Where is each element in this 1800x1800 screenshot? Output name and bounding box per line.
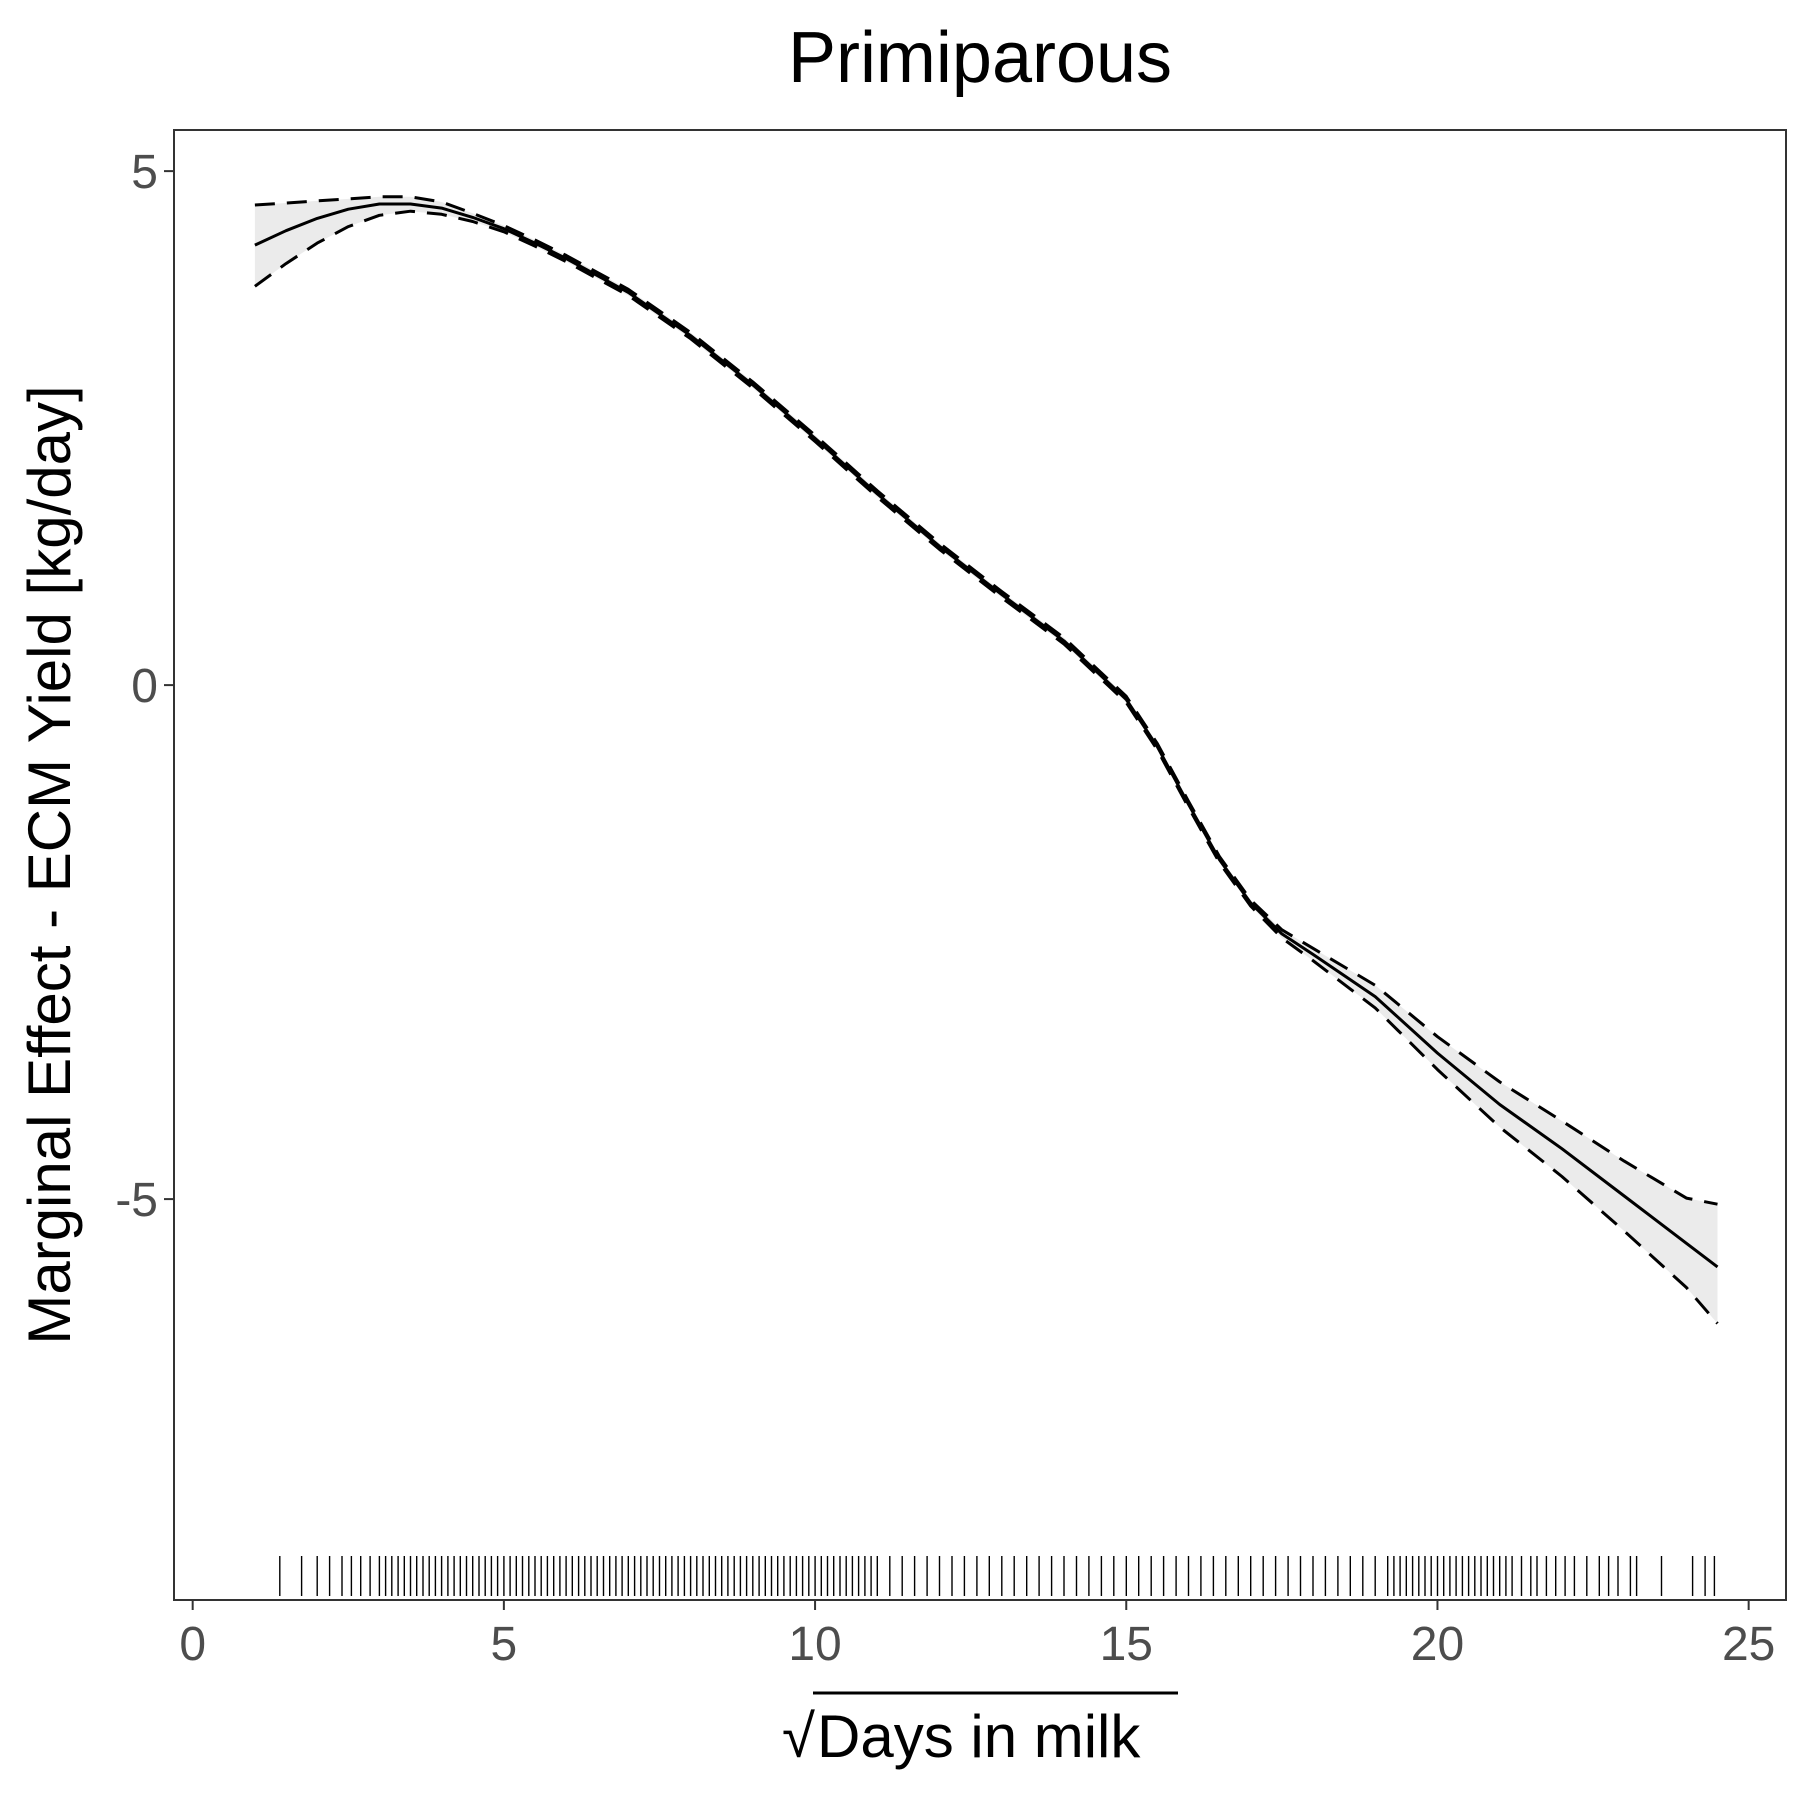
x-axis-title: √ Days in milk (782, 1691, 1178, 1770)
y-tick-label: 5 (131, 146, 158, 199)
upper-bound-line (254, 195, 1718, 1206)
estimate-line (254, 202, 1719, 1269)
lower-bound-line (254, 209, 1719, 1325)
x-axis: 0 5 10 15 20 25 (179, 1600, 1775, 1671)
plot-panel-border (173, 129, 1787, 1601)
y-axis-title: Marginal Effect - ECM Yield [kg/day] (16, 385, 83, 1344)
x-axis-title-radical: √ (782, 1703, 815, 1770)
chart-title: Primiparous (788, 18, 1172, 98)
x-tick-label: 20 (1411, 1618, 1464, 1671)
y-tick-label: 0 (131, 660, 158, 713)
rug-layer (279, 1556, 1716, 1596)
x-tick-label: 15 (1100, 1618, 1153, 1671)
x-tick-label: 0 (179, 1618, 206, 1671)
series-layer (254, 195, 1719, 1325)
x-tick-label: 25 (1722, 1618, 1775, 1671)
x-tick-label: 5 (491, 1618, 518, 1671)
x-tick-label: 10 (788, 1618, 841, 1671)
y-axis: -5 0 5 (115, 146, 174, 1227)
y-tick-label: -5 (115, 1174, 158, 1227)
x-axis-title-label: Days in milk (817, 1703, 1141, 1770)
